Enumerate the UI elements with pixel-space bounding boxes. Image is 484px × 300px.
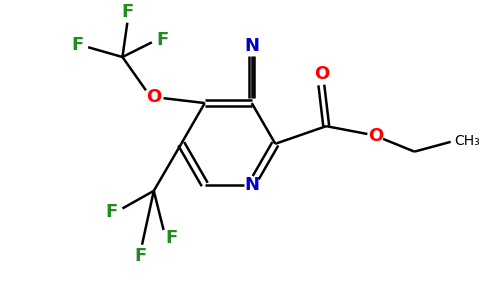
Text: O: O <box>314 65 329 83</box>
Text: F: F <box>121 3 134 21</box>
Text: CH₃: CH₃ <box>454 134 480 148</box>
Text: O: O <box>146 88 162 106</box>
Text: F: F <box>106 203 118 221</box>
Text: F: F <box>156 32 169 50</box>
Text: F: F <box>71 36 84 54</box>
Text: N: N <box>244 37 259 55</box>
Text: F: F <box>166 229 178 247</box>
Text: O: O <box>369 127 384 145</box>
Text: F: F <box>134 248 146 266</box>
Text: N: N <box>244 176 259 194</box>
